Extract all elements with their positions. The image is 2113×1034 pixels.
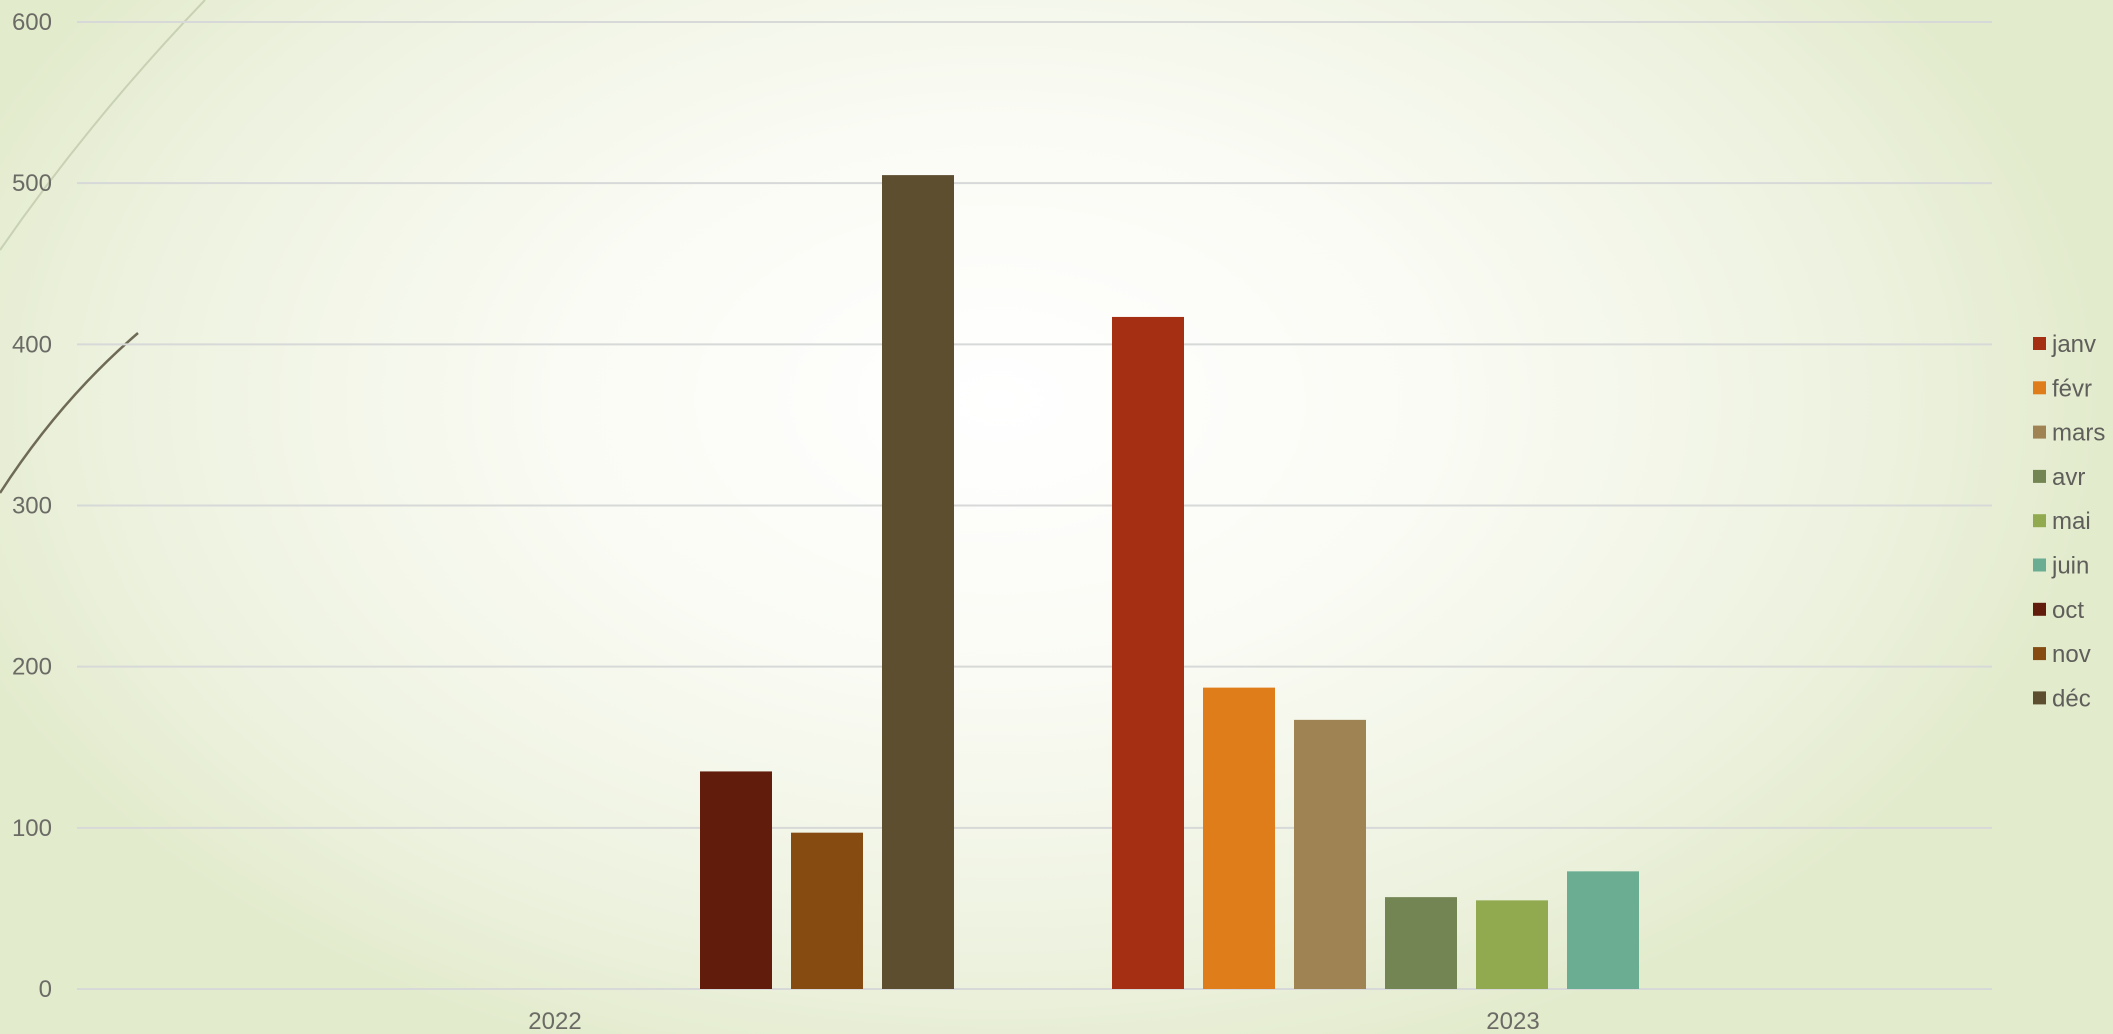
bar-2023-3 [1385,897,1457,989]
legend-label: nov [2052,641,2091,668]
legend-item: mars [2033,420,2105,447]
legend-label: juin [2051,553,2089,580]
legend-label: oct [2052,597,2084,624]
bar-2022-8 [882,175,954,989]
bar-2023-1 [1203,687,1275,989]
y-tick-label: 400 [12,331,52,358]
bar-2023-0 [1112,316,1184,989]
legend-swatch [2033,602,2046,616]
gridlines [77,21,1992,990]
bars [700,175,1639,989]
legend-swatch [2033,425,2046,439]
legend-item: avr [2033,464,2085,491]
y-axis-tick-labels: 0 100 200 300 400 500 600 [12,9,52,1003]
x-axis-category-labels: 2022 2023 [528,1008,1539,1034]
bar-2022-7 [791,832,863,989]
legend-label: avr [2052,464,2085,491]
y-tick-label: 600 [12,9,52,36]
legend-item: mai [2033,508,2091,535]
bar-2023-2 [1294,719,1366,989]
legend-item: déc [2033,685,2091,712]
y-tick-label: 0 [39,976,52,1003]
y-tick-label: 100 [12,815,52,842]
legend-item: juin [2033,553,2089,580]
bar-2023-4 [1476,900,1548,989]
decorative-curves [0,0,206,494]
legend-item: févr [2033,375,2092,402]
legend-swatch [2033,691,2046,705]
legend-swatch [2033,469,2046,483]
legend-item: oct [2033,597,2084,624]
legend-item: janv [2033,331,2096,358]
legend-label: mars [2052,420,2105,447]
legend-swatch [2033,337,2046,350]
x-category-label: 2022 [528,1008,581,1034]
x-category-label: 2023 [1486,1008,1539,1034]
legend-swatch [2033,514,2046,528]
legend-label: févr [2052,375,2092,402]
y-tick-label: 200 [12,654,52,681]
y-tick-label: 500 [12,170,52,197]
bar-2022-6 [700,771,772,989]
legend: janv févr mars avr mai juin oct nov déc [2033,331,2105,712]
legend-item: nov [2033,641,2091,668]
bar-2023-5 [1567,871,1639,989]
y-tick-label: 300 [12,493,52,520]
legend-label: janv [2051,331,2096,358]
legend-swatch [2033,558,2046,572]
legend-label: déc [2052,685,2091,712]
legend-swatch [2033,647,2046,661]
legend-label: mai [2052,508,2091,535]
legend-swatch [2033,381,2046,395]
